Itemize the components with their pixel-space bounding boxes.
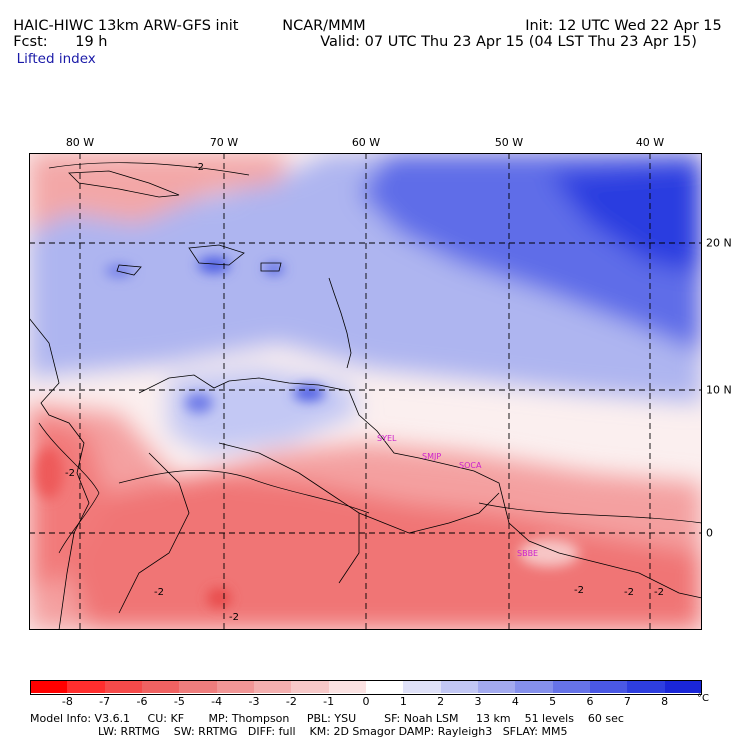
coast-jamaica <box>116 264 142 276</box>
stable-spot-4 <box>293 385 325 401</box>
colorbar-label: 7 <box>623 695 631 708</box>
contour-lines <box>38 162 702 554</box>
colorbar-label: 0 <box>362 695 370 708</box>
contour-label: -2 <box>574 585 584 596</box>
stable-spot-5 <box>185 393 213 413</box>
colorbar-swatch <box>366 680 404 693</box>
lon-label-80w: 80 W <box>65 136 95 149</box>
colorbar-swatch <box>142 680 180 693</box>
station-label: SOCA <box>459 461 482 470</box>
lat-label-20n: 20 N <box>706 236 732 250</box>
colorbar-label: 1 <box>399 695 407 708</box>
lon-label-50w: 50 W <box>494 136 524 149</box>
colorbar-label: -8 <box>61 695 73 708</box>
lon-label-40w: 40 W <box>635 136 665 149</box>
colorbar-swatch <box>440 680 479 693</box>
footer-line-1: Model Info: V3.6.1 CU: KF MP: Thompson P… <box>30 712 624 725</box>
colorbar-label: 6 <box>586 695 594 708</box>
unstable-spot-3 <box>519 539 579 567</box>
colorbar-swatch <box>403 680 442 693</box>
colorbar-label: 4 <box>511 695 519 708</box>
colorbar-swatch <box>515 680 554 693</box>
colorbar-swatch <box>664 680 703 693</box>
contour-label: -2 <box>624 587 634 598</box>
colorbar-label: -2 <box>285 695 297 708</box>
colorbar-swatch <box>478 680 516 693</box>
lat-lon-grid <box>29 153 702 630</box>
lifted-index-map: -2 -2 -2 -2 -2 -2 -2 SYEL SMJP SOCA SBBE <box>29 153 702 630</box>
colorbar-swatch <box>67 680 106 693</box>
colorbar-label: 5 <box>549 695 557 708</box>
colorbar-unit: °C <box>697 693 709 704</box>
stable-spot-1 <box>105 265 133 277</box>
contour-line-4 <box>478 502 702 524</box>
contour-label: -2 <box>654 587 664 598</box>
coast-central-america <box>29 317 90 630</box>
colorbar-label: 8 <box>661 695 669 708</box>
center-title: NCAR/MMM <box>282 18 366 34</box>
colorbar-frame <box>30 680 702 695</box>
stable-spot-3 <box>264 264 284 274</box>
contour-label: -2 <box>65 468 75 479</box>
colorbar-label: -3 <box>248 695 260 708</box>
colorbar-label: -1 <box>323 695 335 708</box>
contour-line-2 <box>38 422 100 554</box>
colorbar-swatch <box>254 680 292 693</box>
colorbar-label: -5 <box>173 695 185 708</box>
lat-label-0: 0 <box>706 526 713 540</box>
colorbar-swatch <box>552 680 591 693</box>
station-label: SYEL <box>377 434 397 443</box>
lat-label-10n: 10 N <box>706 383 732 397</box>
contour-label: -2 <box>194 162 204 173</box>
border-1 <box>218 442 360 584</box>
station-label: SMJP <box>422 452 441 461</box>
lon-label-60w: 60 W <box>351 136 381 149</box>
init-time: Init: 12 UTC Wed 22 Apr 15 <box>525 18 722 34</box>
lon-label-70w: 70 W <box>209 136 239 149</box>
colorbar-swatch <box>179 680 218 693</box>
fcst-label: Fcst: <box>13 34 48 50</box>
colorbar-swatch <box>627 680 666 693</box>
stable-spot-2 <box>198 257 230 273</box>
colorbar-swatch <box>291 680 330 693</box>
contour-label: -2 <box>154 587 164 598</box>
colorbar-swatch <box>328 680 367 693</box>
stable-region-max <box>549 163 702 273</box>
coast-hispaniola <box>188 244 245 266</box>
unstable-spot-2 <box>35 447 63 499</box>
colorbar-label: 2 <box>437 695 445 708</box>
contour-line-3 <box>118 470 370 514</box>
colorbar-swatch <box>104 680 143 693</box>
field-name: Lifted index <box>16 51 96 67</box>
border-2 <box>358 492 500 534</box>
coast-cuba <box>68 170 180 198</box>
colorbar-label: -4 <box>211 695 223 708</box>
footer-line-2: LW: RRTMG SW: RRTMG DIFF: full KM: 2D Sm… <box>98 725 568 738</box>
model-title: HAIC-HIWC 13km ARW-GFS init <box>13 18 239 34</box>
colorbar-swatch <box>590 680 628 693</box>
colorbar-swatch <box>216 680 255 693</box>
colorbar-label: 3 <box>474 695 482 708</box>
unstable-spot-1 <box>207 588 231 608</box>
station-label: SBBE <box>517 549 538 558</box>
contour-line-1 <box>48 162 250 176</box>
colorbar-label: -6 <box>136 695 148 708</box>
colorbar-label: -7 <box>99 695 111 708</box>
valid-time: Valid: 07 UTC Thu 23 Apr 15 (04 LST Thu … <box>320 34 697 50</box>
fcst-value: 19 h <box>75 34 108 50</box>
map-frame <box>29 153 702 630</box>
contour-label: -2 <box>229 612 239 623</box>
coast-puerto-rico <box>260 262 282 272</box>
coast-lesser-antilles <box>328 277 352 369</box>
colorbar-swatch <box>30 680 68 693</box>
